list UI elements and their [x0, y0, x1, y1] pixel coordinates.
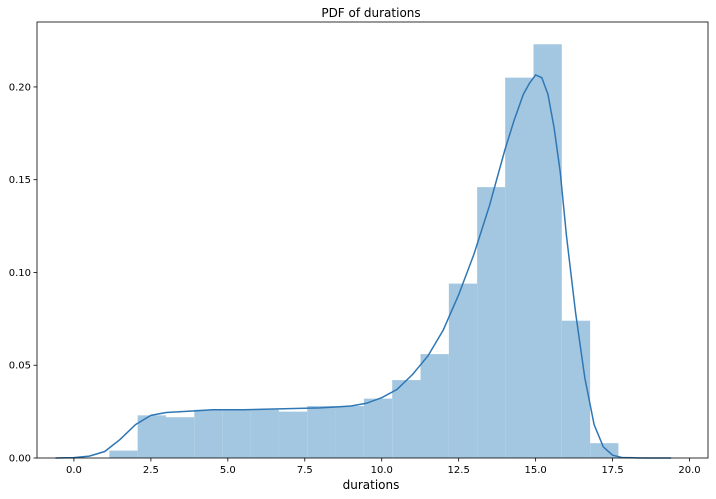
histogram-bar	[137, 415, 166, 458]
x-tick-label: 12.5	[448, 465, 470, 476]
y-tick-label: 0.20	[9, 82, 31, 93]
x-tick-label: 15.0	[525, 465, 547, 476]
x-tick-label: 17.5	[601, 465, 623, 476]
histogram-bar	[194, 409, 223, 458]
histogram-bar	[533, 44, 562, 458]
histogram-bar	[392, 380, 421, 458]
y-tick-label: 0.15	[9, 175, 31, 186]
x-axis-label: durations	[343, 478, 400, 492]
plot-frame	[36, 21, 709, 459]
histogram-bar	[420, 354, 449, 458]
histogram-bar	[222, 409, 251, 458]
x-tick-label: 5.0	[220, 465, 236, 476]
x-tick-label: 10.0	[371, 465, 393, 476]
y-tick-label: 0.05	[9, 361, 31, 372]
histogram-bar	[250, 409, 279, 458]
x-tick-label: 2.5	[143, 465, 159, 476]
histogram-bar	[363, 398, 393, 458]
histogram-bar	[505, 77, 534, 458]
histogram-bar	[448, 283, 478, 458]
y-tick-label: 0.00	[9, 454, 31, 465]
y-tick-label: 0.10	[9, 268, 31, 279]
histogram-bars	[109, 44, 619, 458]
x-tick-label: 7.5	[297, 465, 313, 476]
histogram-bar	[109, 450, 138, 458]
x-axis-ticks: 0.0 2.5 5.0 7.5 10.0 12.5 15.0 17.5 20.0	[66, 458, 701, 476]
histogram-bar	[165, 417, 195, 458]
histogram-bar	[477, 187, 506, 458]
histogram-bar	[307, 406, 336, 458]
x-tick-label: 20.0	[678, 465, 700, 476]
x-tick-label: 0.0	[66, 465, 82, 476]
kde-curve	[55, 73, 672, 459]
histogram-bar	[335, 406, 364, 458]
chart-title: PDF of durations	[321, 6, 420, 20]
histogram-bar	[278, 411, 308, 458]
histogram-bar	[561, 320, 591, 458]
y-axis-ticks: 0.00 0.05 0.10 0.15 0.20	[9, 82, 37, 465]
